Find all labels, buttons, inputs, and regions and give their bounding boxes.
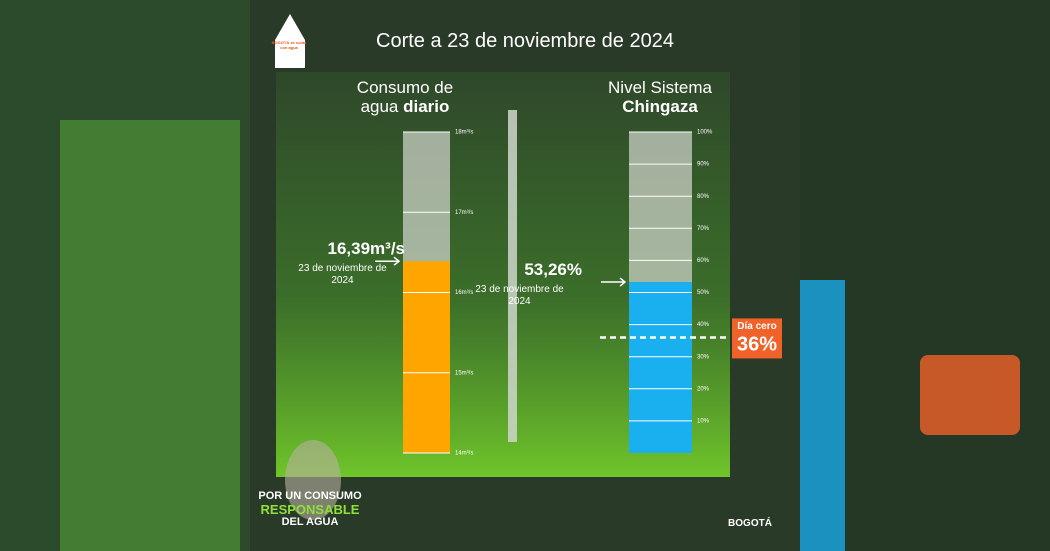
- logo-house: [275, 14, 305, 68]
- chart-title: Nivel Sistema Chingaza: [600, 78, 720, 116]
- value-label: 53,26%: [524, 260, 582, 280]
- side-blur: [800, 280, 845, 551]
- header-title: Corte a 23 de noviembre de 2024: [376, 30, 674, 52]
- annotation: 23 de noviembre de 2024: [298, 263, 387, 287]
- chart-title-text: Consumo de agua: [356, 78, 454, 116]
- slogan: POR UN CONSUMO RESPONSABLE DEL AGUA: [250, 490, 370, 529]
- y-tick-label: 40%: [697, 322, 710, 328]
- arrow: [601, 277, 627, 287]
- dog-illustration: [285, 440, 341, 520]
- logo-text: BOGOTÁ se cuida con agua: [271, 40, 307, 50]
- y-tick-label: 90%: [697, 162, 710, 168]
- y-tick-label: 14m³/s: [455, 451, 473, 457]
- y-tick-label: 70%: [697, 226, 710, 232]
- annotation: 23 de noviembre de 2024: [475, 284, 564, 308]
- brand: BOGOTÁ: [728, 518, 772, 529]
- bar: [403, 261, 450, 453]
- y-tick-label: 15m³/s: [455, 370, 473, 376]
- chart-title-emphasis: diario: [403, 97, 450, 116]
- value-label: 16,39m³/s: [327, 239, 406, 259]
- arrow: [375, 256, 401, 266]
- bar: [629, 282, 692, 453]
- y-tick-label: 60%: [697, 258, 710, 264]
- slogan-line: POR UN CONSUMO: [258, 490, 362, 502]
- side-blur: [920, 355, 1020, 435]
- chart-title: Consumo de agua diario: [340, 78, 470, 116]
- y-tick-label: 17m³/s: [455, 210, 473, 216]
- y-tick-label: 80%: [697, 194, 710, 200]
- slogan-line: RESPONSABLE: [260, 502, 360, 517]
- chart-title-emphasis: Chingaza: [622, 97, 698, 116]
- threshold-box: [732, 318, 782, 359]
- divider: [508, 110, 517, 442]
- y-tick-label: 16m³/s: [455, 290, 473, 296]
- chart-title-text: Nivel Sistema: [608, 78, 712, 97]
- slogan-line: DEL AGUA: [281, 516, 339, 528]
- y-tick-label: 18m³/s: [455, 130, 473, 136]
- y-tick-label: 30%: [697, 354, 710, 360]
- side-blur: [60, 120, 240, 551]
- threshold-label: Día cero: [737, 321, 776, 332]
- threshold-value: 36%: [737, 334, 777, 356]
- y-tick-label: 50%: [697, 290, 710, 296]
- y-tick-label: 100%: [697, 130, 713, 136]
- y-tick-label: 10%: [697, 418, 710, 424]
- y-tick-label: 20%: [697, 386, 710, 392]
